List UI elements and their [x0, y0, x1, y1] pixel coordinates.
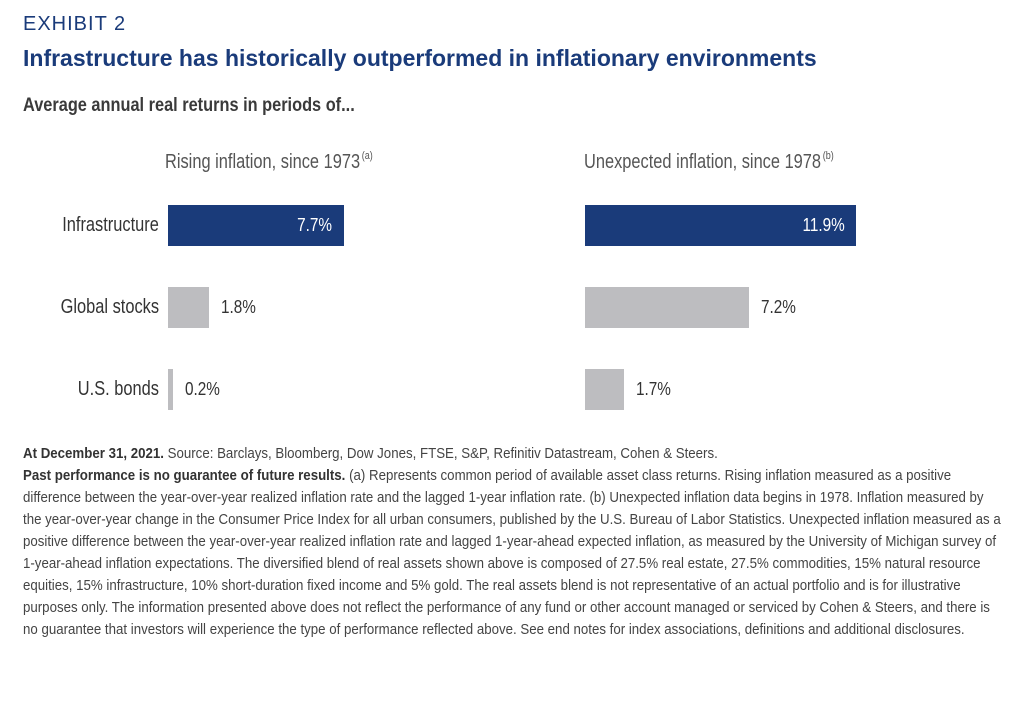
value-label-unexpected-global-stocks: 7.2%: [761, 297, 797, 317]
value-label-rising-us-bonds: 0.2%: [184, 379, 220, 399]
notes-body: (a) Represents common period of availabl…: [23, 467, 1001, 638]
panel-title-unexpected-text: Unexpected inflation, since 1978: [584, 151, 822, 173]
bar-unexpected-infrastructure: [585, 205, 857, 246]
bar-rising-us-bonds: [168, 369, 173, 410]
bar-rising-global-stocks: [168, 287, 210, 328]
panel-title-rising: Rising inflation, since 1973 (a): [165, 150, 373, 174]
footnotes: At December 31, 2021. Source: Barclays, …: [23, 443, 1001, 641]
bar-rising-infrastructure: [168, 205, 344, 246]
category-label-global-stocks: Global stocks: [60, 296, 159, 318]
notes-date: At December 31, 2021.: [23, 445, 164, 462]
value-label-unexpected-infrastructure: 11.9%: [802, 215, 845, 235]
bar-unexpected-global-stocks: [585, 287, 750, 328]
chart-subtitle: Average annual real returns in periods o…: [23, 95, 355, 116]
bar-unexpected-us-bonds: [585, 369, 624, 410]
value-label-rising-global-stocks: 1.8%: [221, 297, 256, 317]
notes-performance-disclaimer: Past performance is no guarantee of futu…: [23, 467, 346, 484]
value-label-rising-infrastructure: 7.7%: [296, 215, 332, 235]
panel-title-unexpected-note: (b): [822, 150, 834, 162]
exhibit-label: EXHIBIT 2: [23, 13, 127, 35]
panel-title-unexpected: Unexpected inflation, since 1978 (b): [584, 150, 834, 174]
category-label-us-bonds: U.S. bonds: [77, 378, 159, 400]
panel-title-rising-note: (a): [361, 150, 373, 162]
chart-title: Infrastructure has historically outperfo…: [23, 45, 817, 71]
panel-title-rising-text: Rising inflation, since 1973: [165, 151, 361, 173]
category-label-infrastructure: Infrastructure: [62, 214, 159, 236]
notes-source: Source: Barclays, Bloomberg, Dow Jones, …: [163, 445, 718, 462]
value-label-unexpected-us-bonds: 1.7%: [635, 379, 671, 399]
